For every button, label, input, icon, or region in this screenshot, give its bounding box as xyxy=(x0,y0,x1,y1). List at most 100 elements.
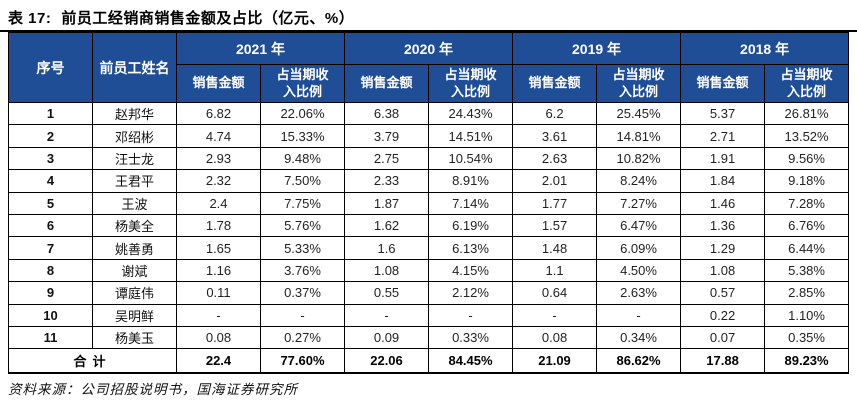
total-value: 89.23% xyxy=(764,348,850,374)
row-value-cell: 6.09% xyxy=(596,236,682,260)
row-value-cell: 5.33% xyxy=(259,236,346,260)
table-number-label: 表 17: xyxy=(8,10,52,27)
row-value-cell: 2.75 xyxy=(344,146,430,171)
total-row: 合计 22.4 77.60% 22.06 84.45% 21.09 86.62%… xyxy=(8,348,850,374)
row-name-cell: 姚善勇 xyxy=(92,236,177,260)
row-value-cell: 2.93 xyxy=(176,146,261,171)
row-value-cell: 0.27% xyxy=(259,325,346,350)
table-row: 6 杨美全 1.78 5.76% 1.62 6.19% 1.57 6.47% 1… xyxy=(8,213,850,238)
row-value-cell: 25.45% xyxy=(596,101,682,126)
total-label: 合计 xyxy=(8,348,177,374)
row-index-cell: 4 xyxy=(8,169,93,193)
row-value-cell: 0.37% xyxy=(259,281,346,305)
row-value-cell: 1.16 xyxy=(176,258,261,283)
subheader-amount-2018: 销售金额 xyxy=(680,64,766,103)
header-year-2018: 2018 年 xyxy=(680,32,850,65)
table-row: 4 王君平 2.32 7.50% 2.33 8.91% 2.01 8.24% 1… xyxy=(8,169,850,193)
row-value-cell: 1.87 xyxy=(344,191,430,215)
row-index-cell: 2 xyxy=(8,124,93,148)
total-value: 17.88 xyxy=(680,348,766,374)
row-value-cell: 1.08 xyxy=(344,258,430,283)
row-value-cell: 6.38 xyxy=(344,101,430,126)
row-value-cell: 3.79 xyxy=(344,124,430,148)
row-value-cell: 9.56% xyxy=(764,146,850,171)
total-value: 86.62% xyxy=(596,348,682,374)
row-value-cell: 15.33% xyxy=(259,124,346,148)
row-value-cell: 8.91% xyxy=(428,169,514,193)
table-row: 3 汪士龙 2.93 9.48% 2.75 10.54% 2.63 10.82%… xyxy=(8,146,850,171)
row-index-cell: 1 xyxy=(8,101,93,126)
total-value: 21.09 xyxy=(512,348,598,374)
row-name-cell: 谢斌 xyxy=(92,258,177,283)
row-value-cell: 0.08 xyxy=(176,325,261,350)
table-title: 表 17: 前员工经销商销售金额及占比（亿元、%） xyxy=(8,7,354,28)
header-name: 前员工姓名 xyxy=(92,32,177,103)
row-value-cell: 2.01 xyxy=(512,169,598,193)
row-value-cell: 9.18% xyxy=(764,169,850,193)
row-value-cell: 6.13% xyxy=(428,236,514,260)
row-value-cell: 14.51% xyxy=(428,124,514,148)
row-value-cell: 3.61 xyxy=(512,124,598,148)
subheader-amount-2020: 销售金额 xyxy=(344,64,430,103)
row-value-cell: 1.08 xyxy=(680,258,766,283)
row-value-cell: 5.76% xyxy=(259,213,346,238)
row-value-cell: 7.50% xyxy=(259,169,346,193)
source-note: 资料来源：公司招股说明书，国海证券研究所 xyxy=(8,382,298,398)
row-value-cell: 22.06% xyxy=(259,101,346,126)
subheader-amount-2021: 销售金额 xyxy=(176,64,261,103)
row-value-cell: 2.12% xyxy=(428,281,514,305)
row-value-cell: 3.76% xyxy=(259,258,346,283)
subheader-amount-2019: 销售金额 xyxy=(512,64,598,103)
row-value-cell: - xyxy=(344,303,430,327)
row-value-cell: 1.77 xyxy=(512,191,598,215)
header-name-text: 前员工姓名 xyxy=(99,59,170,76)
row-value-cell: 6.76% xyxy=(764,213,850,238)
row-name-cell: 邓绍彬 xyxy=(92,124,177,148)
subheader-ratio-2020: 占当期收入比例 xyxy=(428,64,514,103)
row-value-cell: - xyxy=(176,303,261,327)
header-index: 序号 xyxy=(8,32,93,103)
distributor-sales-table: 序号 前员工姓名 2021 年 2020 年 2019 年 2018 年 销售金… xyxy=(8,32,850,374)
row-index-cell: 7 xyxy=(8,236,93,260)
subheader-ratio-2019: 占当期收入比例 xyxy=(596,64,682,103)
row-value-cell: 1.57 xyxy=(512,213,598,238)
row-value-cell: 2.85% xyxy=(764,281,850,305)
row-value-cell: 1.10% xyxy=(764,303,850,327)
row-name-cell: 谭庭伟 xyxy=(92,281,177,305)
row-value-cell: 9.48% xyxy=(259,146,346,171)
row-value-cell: 10.82% xyxy=(596,146,682,171)
row-value-cell: 1.48 xyxy=(512,236,598,260)
row-value-cell: - xyxy=(596,303,682,327)
row-value-cell: 10.54% xyxy=(428,146,514,171)
row-value-cell: 6.47% xyxy=(596,213,682,238)
row-name-cell: 杨美玉 xyxy=(92,325,177,350)
total-value: 77.60% xyxy=(259,348,346,374)
row-value-cell: 0.64 xyxy=(512,281,598,305)
row-value-cell: 0.55 xyxy=(344,281,430,305)
row-value-cell: 2.71 xyxy=(680,124,766,148)
row-value-cell: 1.46 xyxy=(680,191,766,215)
table-row: 10 吴明鲜 - - - - - - 0.22 1.10% xyxy=(8,303,850,327)
row-value-cell: 1.29 xyxy=(680,236,766,260)
row-value-cell: 2.63 xyxy=(512,146,598,171)
row-value-cell: 0.34% xyxy=(596,325,682,350)
header-sub-row: 销售金额 占当期收入比例 销售金额 占当期收入比例 销售金额 占当期收入比例 销… xyxy=(9,64,850,103)
row-name-cell: 吴明鲜 xyxy=(92,303,177,327)
table-row: 2 邓绍彬 4.74 15.33% 3.79 14.51% 3.61 14.81… xyxy=(8,124,850,148)
header-year-2021: 2021 年 xyxy=(175,32,346,65)
row-index-cell: 10 xyxy=(8,303,93,327)
row-value-cell: 0.11 xyxy=(176,281,261,305)
row-index-cell: 3 xyxy=(8,146,93,171)
row-value-cell: 14.81% xyxy=(596,124,682,148)
row-value-cell: 2.63% xyxy=(596,281,682,305)
row-value-cell: 5.37 xyxy=(680,101,766,126)
row-value-cell: - xyxy=(428,303,514,327)
row-value-cell: 7.75% xyxy=(259,191,346,215)
row-index-cell: 5 xyxy=(8,191,93,215)
row-value-cell: 1.1 xyxy=(512,258,598,283)
row-value-cell: 0.57 xyxy=(680,281,766,305)
total-value: 84.45% xyxy=(428,348,514,374)
table-body: 1 赵邦华 6.82 22.06% 6.38 24.43% 6.2 25.45%… xyxy=(8,101,850,350)
row-value-cell: 0.09 xyxy=(344,325,430,350)
table-title-text: 前员工经销商销售金额及占比（亿元、%） xyxy=(61,10,355,27)
